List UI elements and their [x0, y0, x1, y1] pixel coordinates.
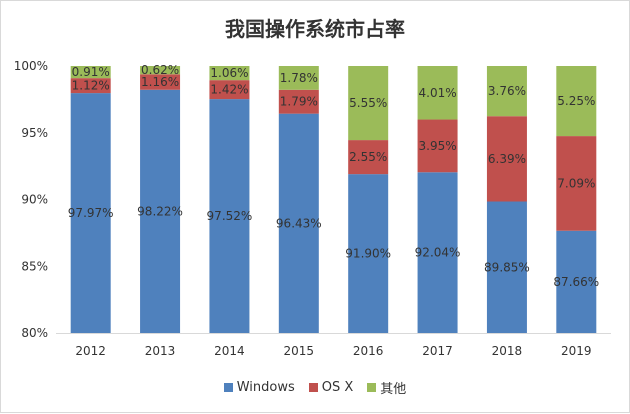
legend-swatch	[308, 383, 318, 392]
legend-item: OS X	[308, 378, 354, 397]
bar-windows	[417, 172, 458, 333]
data-label: 97.52%	[207, 209, 253, 223]
x-tick-label: 2018	[492, 344, 523, 358]
x-tick-label: 2014	[214, 344, 245, 358]
bar-osx	[140, 74, 181, 90]
bar-windows	[209, 99, 250, 333]
data-label: 4.01%	[419, 86, 457, 100]
x-tick-label: 2016	[353, 344, 384, 358]
bar-windows	[70, 93, 111, 334]
x-tick-label: 2012	[75, 344, 106, 358]
data-label: 1.42%	[210, 83, 248, 97]
bar-windows	[556, 230, 597, 333]
legend-swatch	[367, 383, 377, 392]
y-tick-label: 95%	[21, 126, 48, 140]
data-label: 3.76%	[488, 84, 526, 98]
x-tick-label: 2013	[145, 344, 176, 358]
chart-title: 我国操作系统市占率	[225, 17, 405, 41]
y-tick-label: 85%	[21, 259, 48, 273]
bar-其他	[278, 66, 319, 90]
data-label: 5.25%	[557, 94, 595, 108]
bar-windows	[278, 113, 319, 333]
data-label: 0.91%	[72, 65, 110, 79]
bar-其他	[209, 66, 250, 81]
data-label: 1.16%	[141, 75, 179, 89]
bar-其他	[486, 66, 527, 117]
data-label: 1.06%	[210, 66, 248, 80]
bar-osx	[417, 119, 458, 173]
data-label: 3.95%	[419, 139, 457, 153]
bar-windows	[348, 174, 389, 333]
x-tick-label: 2017	[422, 344, 453, 358]
data-label: 96.43%	[276, 216, 322, 230]
data-label: 92.04%	[415, 246, 461, 260]
bar-其他	[417, 66, 458, 120]
bar-osx	[486, 116, 527, 202]
legend: Windows OS X 其他	[1, 378, 629, 397]
legend-item: 其他	[367, 378, 406, 397]
data-label: 91.90%	[345, 247, 391, 261]
data-label: 2.55%	[349, 150, 387, 164]
y-tick-label: 90%	[21, 193, 48, 207]
bar-其他	[70, 66, 111, 79]
x-tick-label: 2015	[284, 344, 315, 358]
data-label: 1.78%	[280, 71, 318, 85]
bar-windows	[486, 201, 527, 333]
bar-其他	[140, 66, 181, 75]
y-tick-label: 80%	[21, 326, 48, 340]
bar-其他	[348, 66, 389, 141]
y-tick-label: 100%	[14, 59, 48, 73]
legend-label: Windows	[236, 380, 295, 395]
legend-label: OS X	[321, 380, 354, 395]
bar-windows	[140, 89, 181, 333]
data-label: 1.79%	[280, 95, 318, 109]
data-label: 5.55%	[349, 96, 387, 110]
x-tick-label: 2019	[561, 344, 592, 358]
legend-item: Windows	[223, 378, 295, 397]
data-label: 87.66%	[553, 275, 599, 289]
legend-label: 其他	[380, 382, 407, 397]
bar-osx	[70, 78, 111, 94]
data-label: 89.85%	[484, 260, 530, 274]
data-label: 97.97%	[68, 206, 114, 220]
legend-swatch	[223, 383, 233, 392]
bar-osx	[556, 136, 597, 231]
bar-其他	[556, 66, 597, 137]
bar-osx	[278, 89, 319, 114]
data-label: 0.62%	[141, 63, 179, 77]
bar-osx	[209, 80, 250, 100]
data-label: 7.09%	[557, 176, 595, 190]
data-label: 1.12%	[72, 79, 110, 93]
bar-osx	[348, 140, 389, 175]
data-label: 6.39%	[488, 152, 526, 166]
data-label: 98.22%	[137, 204, 183, 218]
